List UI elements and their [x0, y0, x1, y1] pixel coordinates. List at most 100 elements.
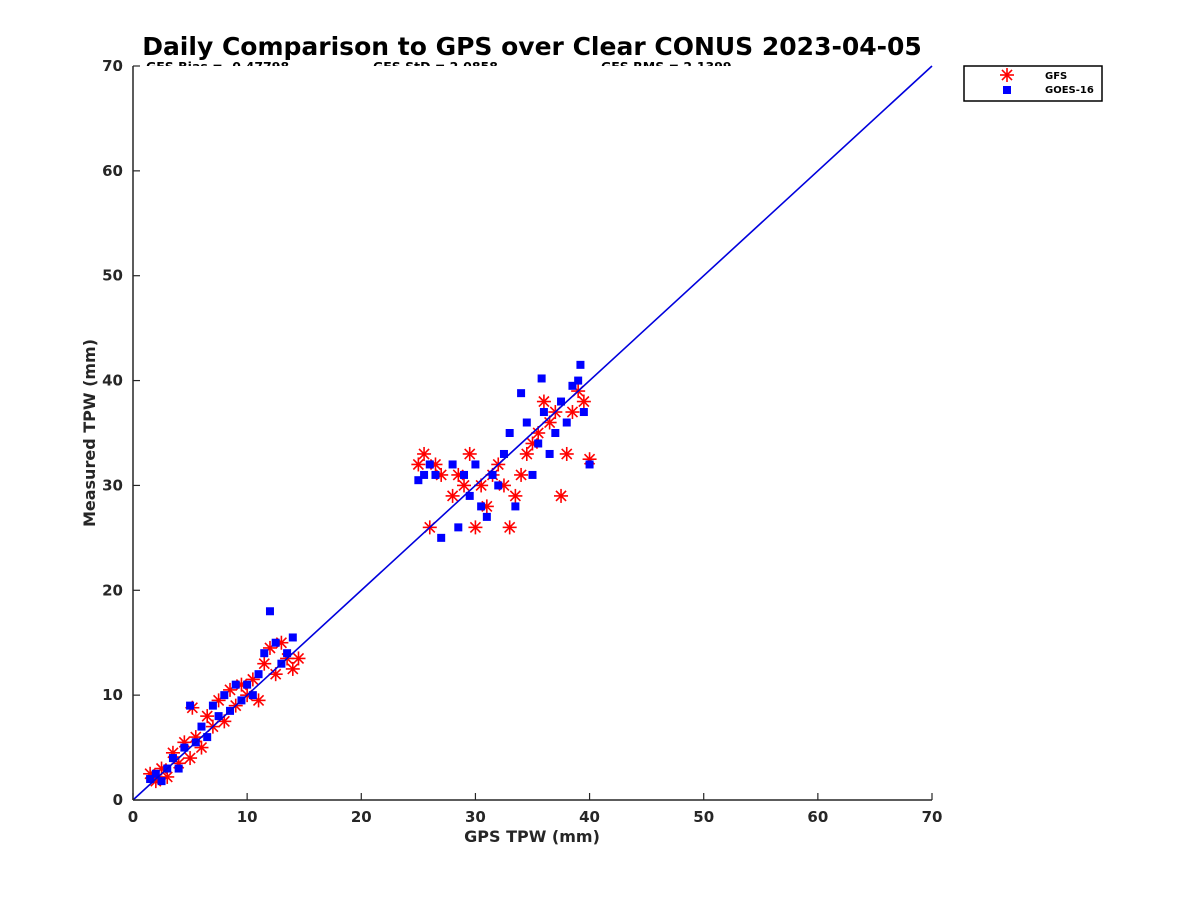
legend-box: [963, 65, 1103, 102]
one-to-one-line: [132, 65, 933, 801]
x-tick-label: 40: [579, 808, 600, 826]
y-tick-label: 0: [113, 791, 123, 809]
goes-16-point: [265, 607, 274, 616]
goes-16-point: [465, 491, 474, 500]
gfs-point: [559, 446, 574, 461]
goes-16-point: [420, 470, 429, 479]
goes-16-point: [576, 360, 585, 369]
goes-16-point: [557, 397, 566, 406]
goes-16-point: [522, 418, 531, 427]
goes-16-point: [146, 775, 155, 784]
goes-16-point: [203, 733, 212, 742]
goes-16-point: [539, 408, 548, 417]
y-tick-label: 60: [102, 162, 123, 180]
goes-16-point: [283, 649, 292, 658]
goes-16-point: [454, 523, 463, 532]
goes-16-point: [186, 701, 195, 710]
y-tick-label: 40: [102, 372, 123, 390]
y-tick-label: 10: [102, 686, 123, 704]
goes-16-point: [568, 381, 577, 390]
gfs-point: [411, 457, 426, 472]
goes-16-point: [448, 460, 457, 469]
x-tick-label: 30: [465, 808, 486, 826]
goes-16-point: [168, 754, 177, 763]
goes-16-point: [505, 429, 514, 437]
legend-gfs-label: GFS: [1045, 71, 1067, 82]
gfs-point: [445, 488, 460, 503]
goes-16-point: [214, 712, 223, 721]
y-tick-label: 70: [102, 57, 123, 75]
goes-16-point: [151, 769, 160, 778]
goes-16-point: [511, 502, 520, 511]
goes-16-point: [243, 680, 252, 689]
goes-16-point: [431, 470, 440, 479]
gfs-point: [417, 446, 432, 461]
goes-16-point: [579, 408, 588, 417]
gfs-point: [183, 751, 198, 766]
goes-16-point: [208, 701, 217, 710]
goes-16-point: [174, 764, 183, 773]
goes-16-point: [260, 649, 269, 658]
goes-16-point: [551, 429, 560, 437]
y-axis-label: Measured TPW (mm): [80, 339, 99, 527]
gfs-point: [200, 709, 215, 724]
goes-16-point: [288, 633, 297, 642]
axis-ticks: 0 10 20 30 40 50 60 70 0 10 20 30 40 50 60 70: [102, 57, 942, 826]
legend-gfs-asterisk: [1000, 68, 1014, 82]
goes-16-point: [585, 460, 594, 469]
goes-16-point: [197, 722, 206, 731]
goes-16-point: [231, 680, 240, 689]
gfs-point: [514, 467, 529, 482]
gfs-point: [257, 656, 272, 671]
gfs-point: [291, 651, 306, 666]
goes-16-point: [488, 470, 497, 479]
gfs-point: [194, 740, 209, 755]
chart-title: Daily Comparison to GPS over Clear CONUS…: [142, 32, 922, 61]
goes-16-point: [499, 449, 508, 458]
gfs-point: [457, 478, 472, 493]
x-tick-label: 10: [237, 808, 258, 826]
goes-16-point: [562, 418, 571, 427]
x-tick-label: 60: [807, 808, 828, 826]
goes-16-point: [528, 470, 537, 479]
reference-line-group: [132, 65, 933, 801]
legend-goes-square-icon: [1003, 86, 1011, 94]
gfs-point: [468, 520, 483, 535]
gfs-point: [565, 405, 580, 420]
x-tick-label: 70: [922, 808, 943, 826]
gfs-point: [508, 488, 523, 503]
goes-16-point: [477, 502, 486, 511]
gfs-point: [554, 488, 569, 503]
gfs-point: [519, 446, 534, 461]
legend-gfs-asterisk-icon: [1000, 68, 1014, 82]
x-tick-label: 50: [693, 808, 714, 826]
gfs-point: [502, 520, 517, 535]
goes-16-point: [254, 670, 263, 679]
x-tick-label: 0: [128, 808, 138, 826]
x-tick-label: 20: [351, 808, 372, 826]
goes-16-point: [157, 777, 166, 786]
goes-16-point: [425, 460, 434, 469]
goes-16-point: [494, 481, 503, 490]
goes-16-point: [414, 476, 423, 485]
goes-16-point: [180, 743, 189, 752]
gfs-point: [542, 415, 557, 430]
gfs-point: [576, 394, 591, 409]
gfs-point: [536, 394, 551, 409]
goes-16-point: [471, 460, 480, 469]
y-tick-label: 50: [102, 267, 123, 285]
goes-16-point: [248, 691, 257, 700]
goes-16-point: [574, 376, 583, 385]
gfs-point: [285, 661, 300, 676]
goes-16-point: [482, 512, 491, 521]
x-axis-label: GPS TPW (mm): [464, 827, 600, 846]
goes-16-point: [517, 389, 526, 398]
goes-16-point: [534, 439, 543, 448]
goes-16-point: [537, 374, 546, 383]
y-tick-label: 30: [102, 476, 123, 494]
goes-16-point: [460, 470, 469, 479]
y-tick-label: 20: [102, 581, 123, 599]
goes-16-point: [271, 638, 280, 647]
legend: GFS GOES-16: [963, 65, 1103, 102]
